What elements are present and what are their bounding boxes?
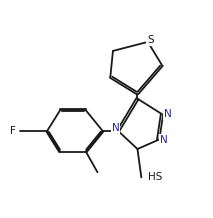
Text: S: S [147,35,154,45]
Text: F: F [10,126,15,136]
Text: N: N [160,135,168,145]
Text: N: N [112,123,119,133]
Text: HS: HS [148,172,162,182]
Text: N: N [164,109,171,119]
